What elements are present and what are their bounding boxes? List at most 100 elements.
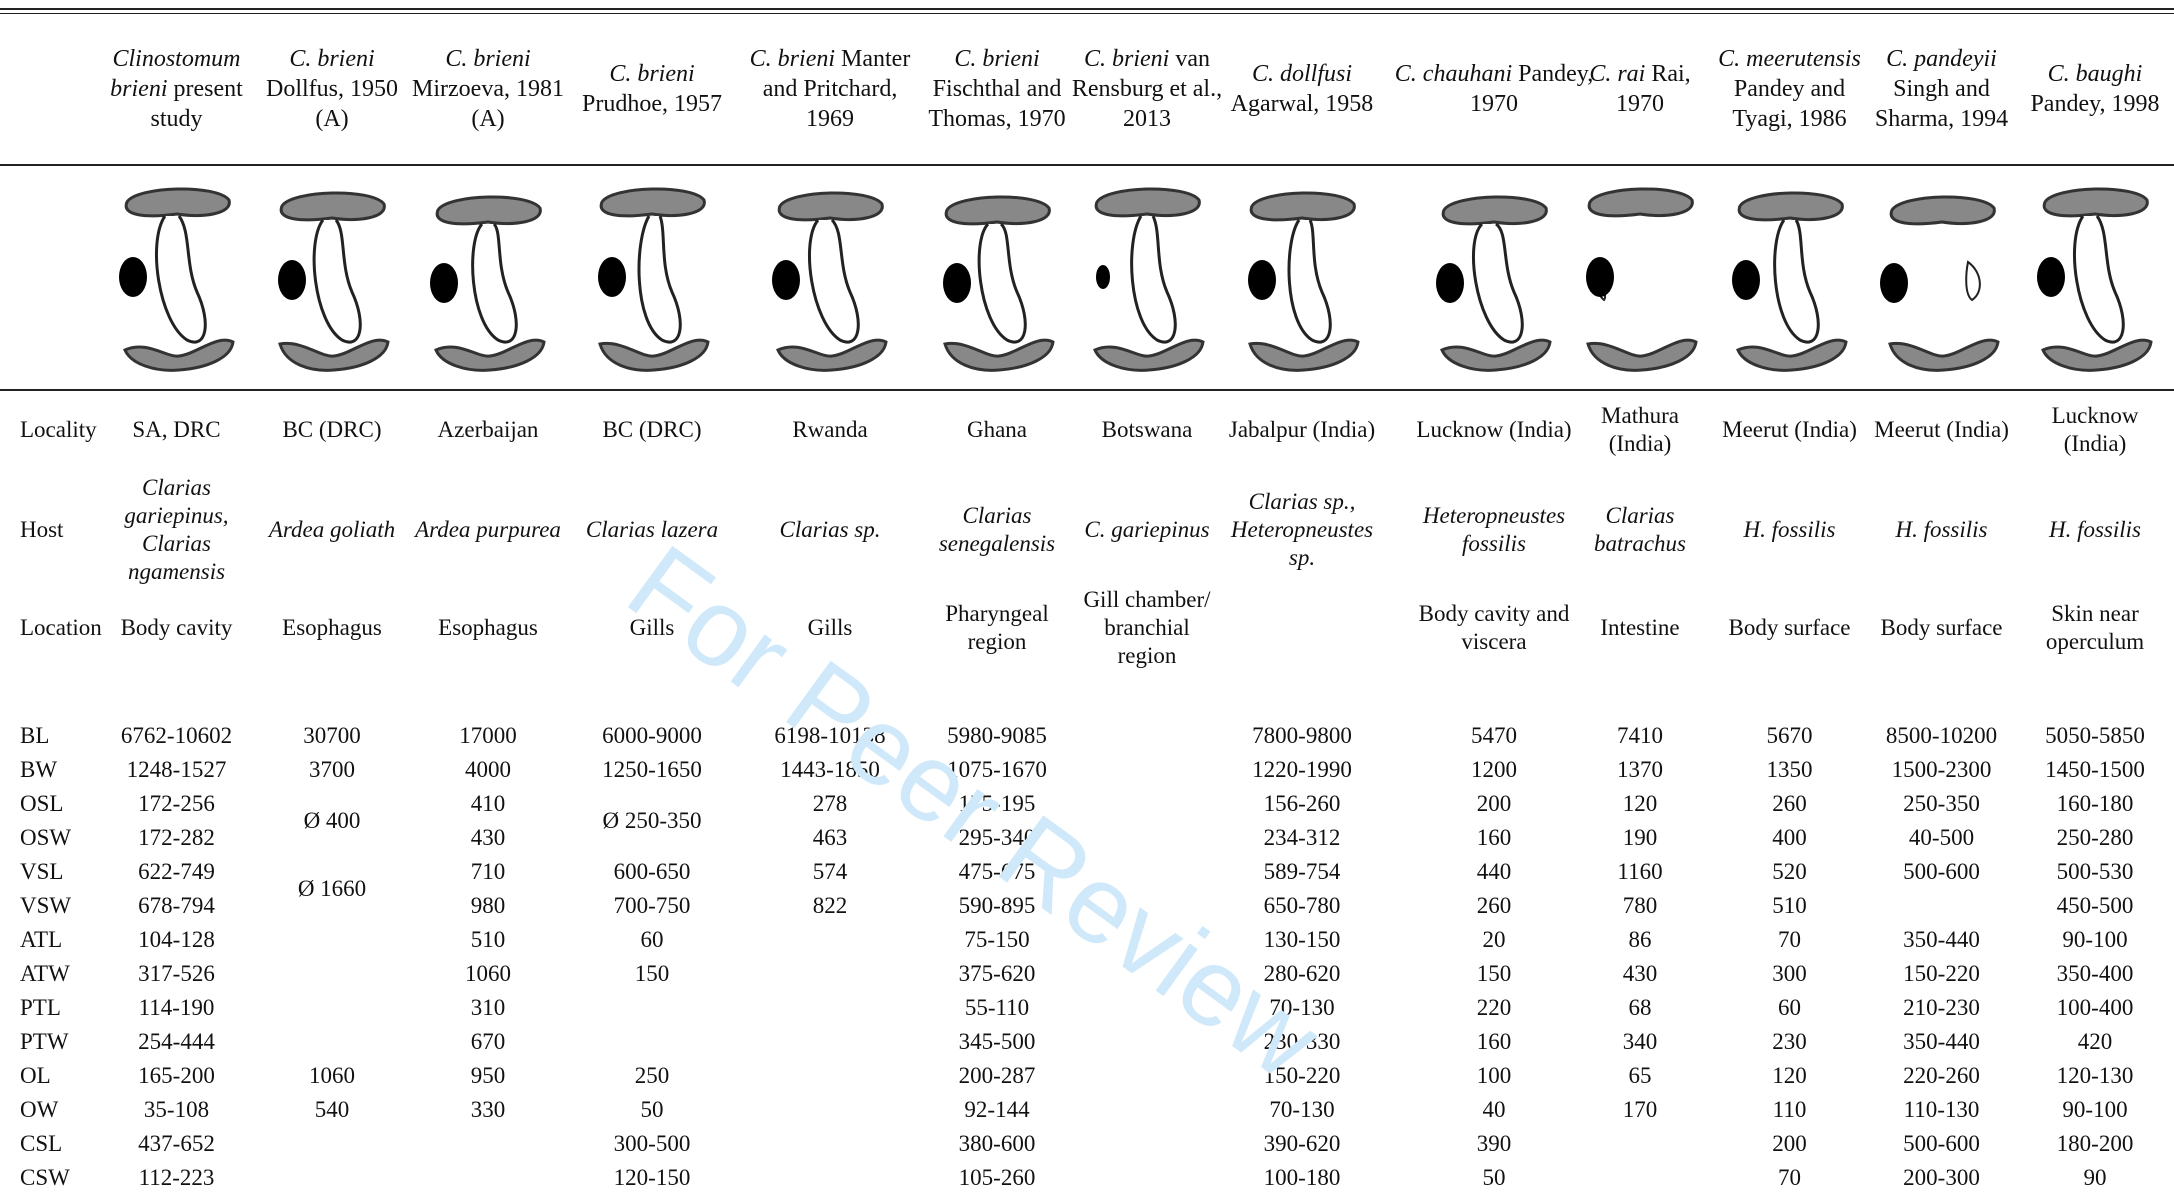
measure-cell [1072, 889, 1222, 923]
table-cell: Jabalpur (India) [1228, 417, 1376, 442]
measure-cell: 430 [470, 825, 506, 850]
measure-cell: 180-200 [2056, 1131, 2134, 1156]
table-cell: Clarias senegalensis [938, 503, 1056, 556]
table-cell: Meerut (India) [1722, 417, 1857, 442]
column-species: C. brieni [749, 46, 836, 72]
column-header: C. rai Rai, 1970 [1574, 16, 1706, 162]
measure-cell: 390 [1476, 1131, 1512, 1156]
measure-cell: 160-180 [2056, 791, 2134, 816]
column-author: van Rensburg et al., 2013 [1071, 46, 1223, 132]
measure-cell: 100 [1476, 1063, 1512, 1088]
measure-cell: 475-675 [958, 859, 1036, 884]
measure-cell: 160 [1476, 1029, 1512, 1054]
measure-label: ATW [20, 961, 70, 986]
measure-cell: 234-312 [1263, 825, 1341, 850]
measure-cell: 7410 [1617, 723, 1663, 748]
measure-cell: 150-220 [1263, 1063, 1341, 1088]
row-label: Host [20, 517, 64, 542]
measure-cell: 150 [1476, 961, 1512, 986]
measure-cell: 5050-5850 [2045, 723, 2145, 748]
measure-cell: 1443-1850 [780, 757, 880, 782]
measure-cell: 60 [1778, 995, 1801, 1020]
measure-cell [1072, 923, 1222, 957]
measure-cell: 440 [1476, 859, 1512, 884]
measure-cell: 1248-1527 [126, 757, 227, 782]
measure-cell: 104-128 [138, 927, 215, 952]
measure-cell: 50 [1482, 1165, 1506, 1190]
measure-cell: 510 [1772, 893, 1807, 918]
measure-cell: 70-130 [1269, 995, 1335, 1020]
measure-cell: 540 [314, 1097, 350, 1122]
measure-cell: 295-340 [958, 825, 1036, 850]
column-header: Clinostomum brieni present study [89, 16, 264, 162]
measure-label: OL [20, 1063, 51, 1088]
measure-cell [413, 1161, 563, 1195]
measure-label: BW [20, 757, 58, 782]
table-cell: SA, DRC [132, 417, 221, 442]
column-author: Manter and Pritchard, 1969 [762, 46, 911, 132]
table-cell: Gills [629, 615, 675, 640]
measure-label: VSL [20, 859, 64, 884]
column-species: C. brieni [289, 46, 375, 72]
measure-cell: 650-780 [1263, 893, 1341, 918]
measure-cell: 500-600 [1903, 1131, 1980, 1156]
table-cell: Ardea goliath [268, 517, 396, 542]
measure-cell: 340 [1622, 1029, 1658, 1054]
column-author: Pandey, 1970 [1470, 61, 1594, 117]
column-species: C. brieni [954, 46, 1040, 72]
measure-cell: 1060 [309, 1063, 355, 1088]
measure-cell: 980 [470, 893, 506, 918]
table-cell: Pharyngeal region [945, 601, 1049, 654]
header-rule [0, 164, 2174, 166]
measure-cell: 330 [470, 1097, 506, 1122]
measure-cell [262, 1161, 402, 1195]
column-author: Fischthal and Thomas, 1970 [928, 76, 1066, 132]
measure-cell: 700-750 [613, 893, 691, 918]
measure-cell [1072, 821, 1222, 855]
measure-cell: 20 [1482, 927, 1506, 952]
table-cell: C. gariepinus [1084, 517, 1210, 542]
measure-cell: 437-652 [138, 1131, 215, 1156]
measure-cell: 90-100 [2062, 927, 2128, 952]
column-species: C. brieni [609, 61, 695, 87]
measure-cell: 105-260 [958, 1165, 1036, 1190]
measure-cell [577, 1025, 727, 1059]
measure-cell [262, 1127, 402, 1161]
measure-cell: 70-130 [1269, 1097, 1335, 1122]
measure-cell [1072, 1127, 1222, 1161]
measure-cell [1072, 787, 1222, 821]
measure-label: CSW [20, 1165, 70, 1190]
measure-cell: 278 [812, 791, 848, 816]
measure-cell [752, 1025, 908, 1059]
organ-sketch [107, 172, 247, 386]
measure-cell: 100-180 [1263, 1165, 1341, 1190]
measure-label: OSW [20, 825, 72, 850]
sketch-rule [0, 389, 2174, 391]
measure-label: BL [20, 723, 50, 748]
measure-cell: 350-440 [1903, 927, 1980, 952]
measure-cell: 260 [1476, 893, 1512, 918]
measure-cell: 350-400 [2056, 961, 2134, 986]
measure-cell [1072, 1025, 1222, 1059]
column-author: Rai, 1970 [1616, 61, 1691, 117]
measure-cell: 345-500 [958, 1029, 1036, 1054]
measure-cell [1072, 991, 1222, 1025]
column-species: C. brieni [445, 46, 531, 72]
measure-cell [262, 1025, 402, 1059]
table-cell: Clarias lazera [585, 517, 719, 542]
measure-cell [752, 923, 908, 957]
measure-cell: 70 [1778, 927, 1801, 952]
table-cell: Clarias batrachus [1594, 503, 1686, 556]
organ-sketch [1232, 172, 1372, 386]
measure-cell: 165-200 [138, 1063, 215, 1088]
column-author: Mirzoeva, 1981 (A) [412, 76, 564, 132]
measure-cell: 5470 [1471, 723, 1517, 748]
measure-cell [1580, 1127, 1700, 1161]
column-author: Agarwal, 1958 [1230, 91, 1374, 117]
measure-cell: 90 [2083, 1165, 2107, 1190]
organ-sketch [1720, 172, 1860, 386]
table-cell: Botswana [1101, 417, 1193, 442]
measure-cell [262, 957, 402, 991]
column-header: C. baughi Pandey, 1998 [2014, 16, 2174, 162]
measure-cell: 300-500 [613, 1131, 691, 1156]
